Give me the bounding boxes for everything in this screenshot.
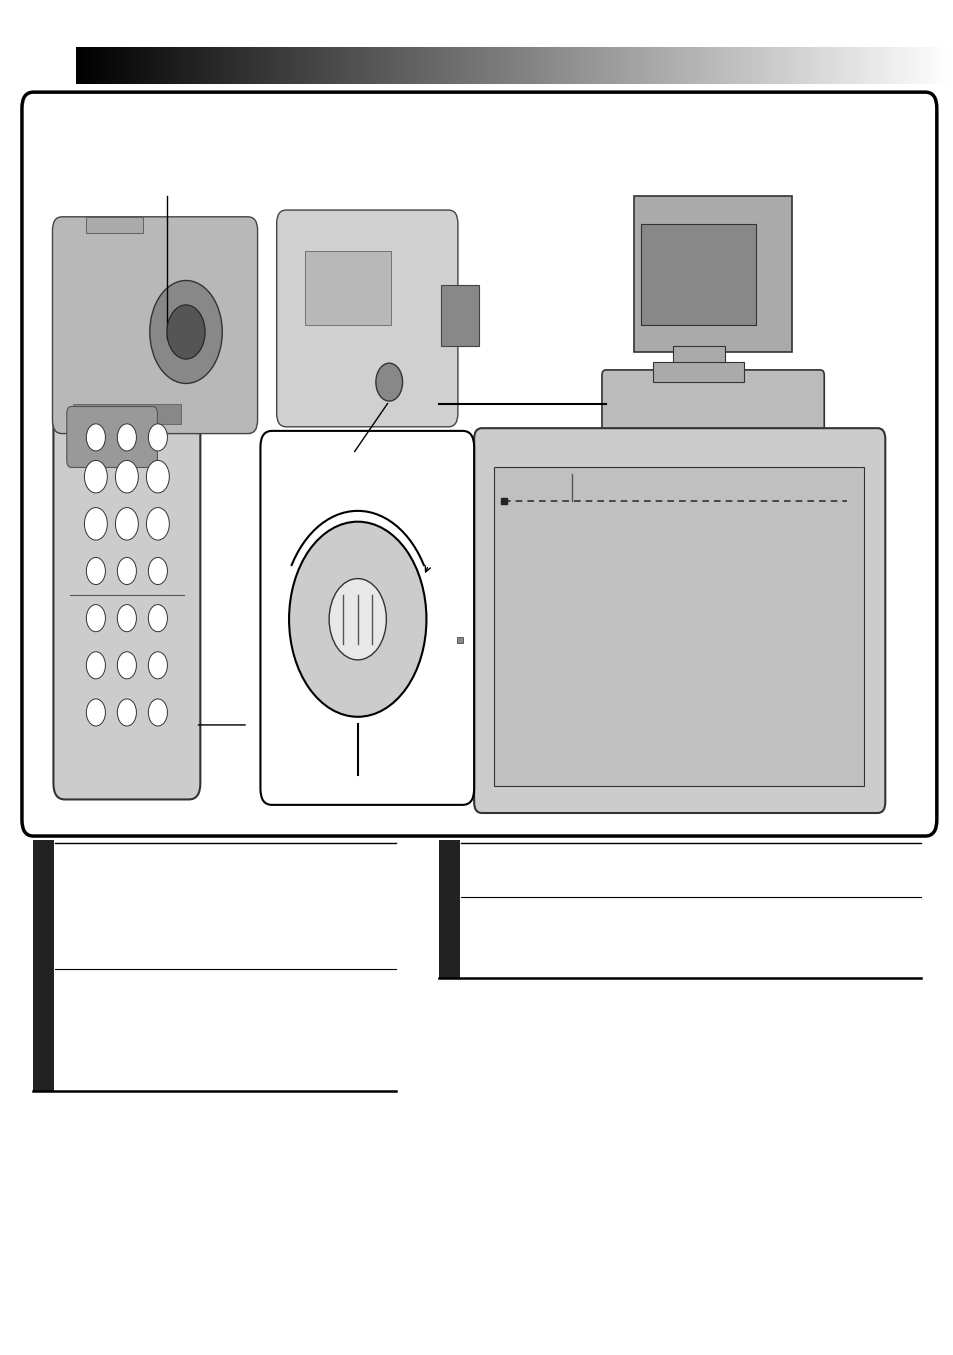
Circle shape xyxy=(86,699,106,726)
Bar xyxy=(72,404,181,424)
Circle shape xyxy=(375,363,402,401)
Circle shape xyxy=(289,522,426,717)
FancyBboxPatch shape xyxy=(276,210,457,427)
Circle shape xyxy=(150,280,222,383)
Bar xyxy=(305,251,391,325)
Bar xyxy=(672,346,724,366)
Circle shape xyxy=(86,424,106,451)
FancyBboxPatch shape xyxy=(601,370,823,432)
Circle shape xyxy=(149,604,168,631)
Bar xyxy=(33,840,54,1091)
Circle shape xyxy=(85,508,107,541)
Circle shape xyxy=(86,604,106,631)
Circle shape xyxy=(86,557,106,584)
Circle shape xyxy=(149,557,168,584)
Bar xyxy=(653,362,743,382)
Circle shape xyxy=(115,508,138,541)
Circle shape xyxy=(117,424,136,451)
Circle shape xyxy=(115,461,138,493)
Circle shape xyxy=(117,604,136,631)
Bar xyxy=(86,217,143,233)
Circle shape xyxy=(86,652,106,679)
Circle shape xyxy=(149,424,168,451)
Circle shape xyxy=(147,461,170,493)
FancyBboxPatch shape xyxy=(53,374,200,799)
FancyBboxPatch shape xyxy=(474,428,884,813)
Circle shape xyxy=(167,305,205,359)
Bar xyxy=(640,224,755,325)
Circle shape xyxy=(85,461,107,493)
FancyBboxPatch shape xyxy=(52,217,257,434)
FancyBboxPatch shape xyxy=(260,431,474,805)
Circle shape xyxy=(329,579,386,660)
Circle shape xyxy=(117,652,136,679)
Circle shape xyxy=(117,557,136,584)
Circle shape xyxy=(149,652,168,679)
Bar xyxy=(494,467,863,786)
Circle shape xyxy=(149,699,168,726)
Bar xyxy=(438,840,459,978)
FancyBboxPatch shape xyxy=(67,406,157,467)
Bar xyxy=(634,196,791,352)
Circle shape xyxy=(147,508,170,541)
FancyBboxPatch shape xyxy=(22,92,936,836)
Circle shape xyxy=(117,699,136,726)
Bar xyxy=(440,285,478,346)
